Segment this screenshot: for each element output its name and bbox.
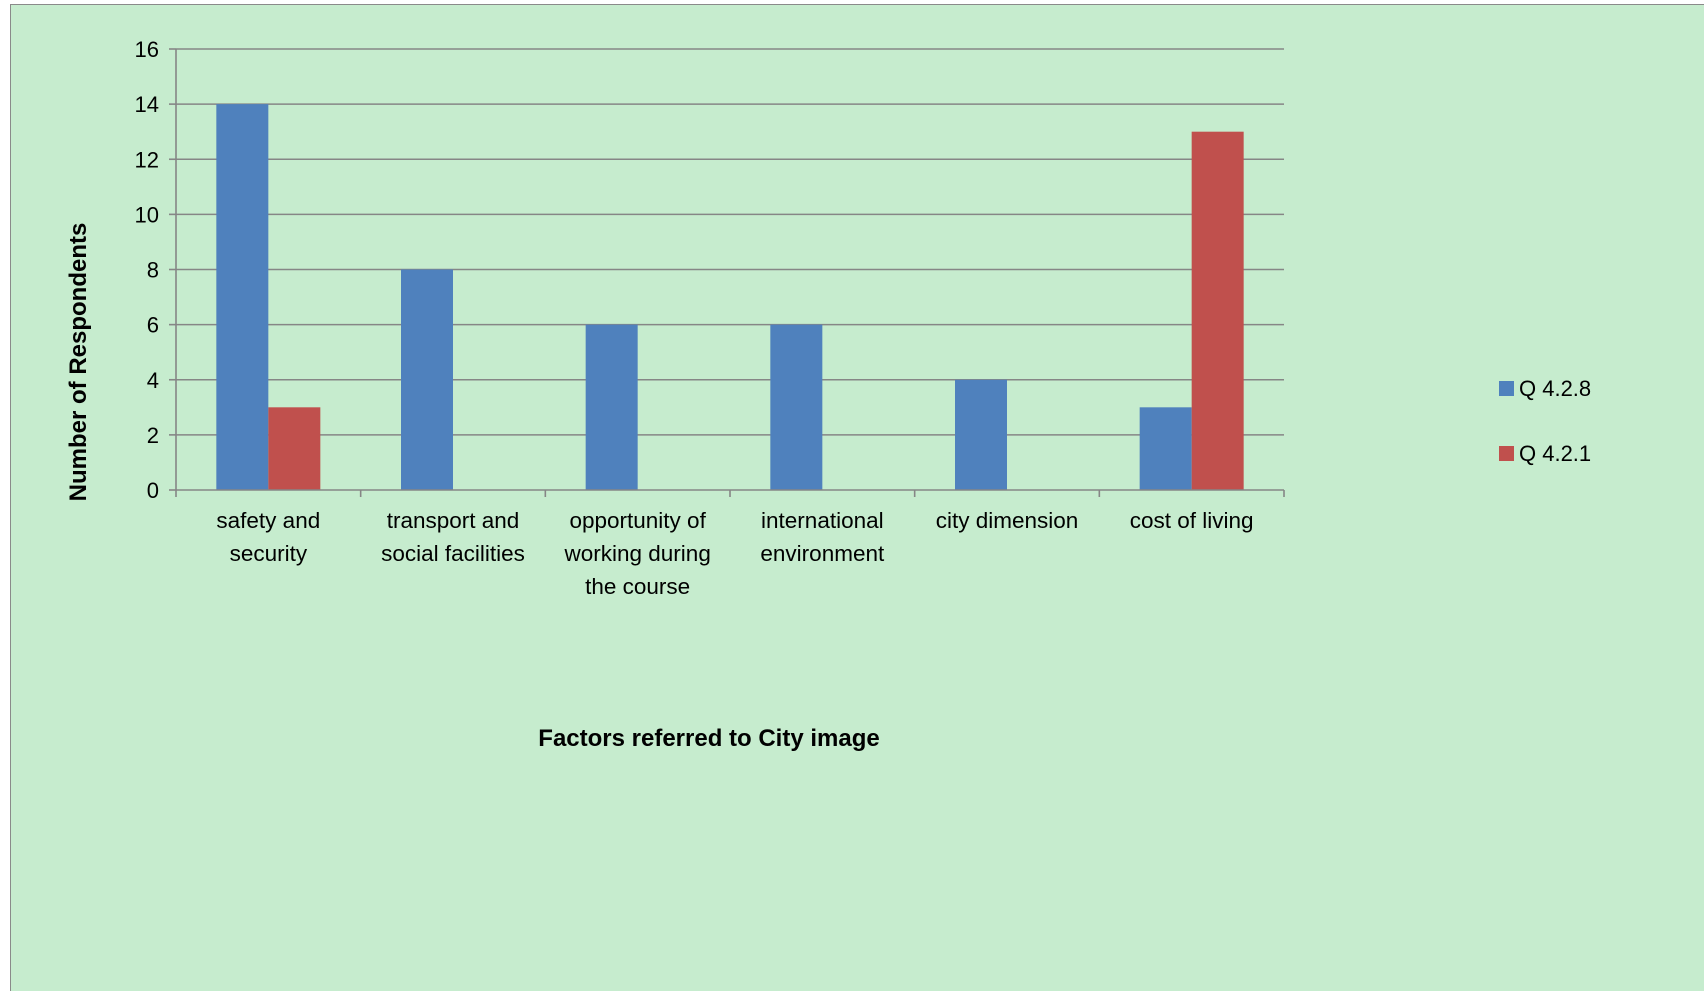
y-tick-label: 14 xyxy=(135,92,159,117)
axis-labels: 0 2 4 6 8 10 12 14 16 safety and security transport… xyxy=(135,37,1254,599)
bar xyxy=(955,379,1007,490)
x-tick-label-line: working during xyxy=(564,541,711,566)
y-tick-label: 2 xyxy=(147,423,159,448)
bar xyxy=(770,324,823,490)
axes xyxy=(169,48,1285,497)
y-tick-label: 6 xyxy=(147,313,159,338)
bar xyxy=(268,407,321,490)
x-tick-label-line: international xyxy=(761,508,884,533)
y-tick-label: 0 xyxy=(147,478,159,503)
bar xyxy=(401,269,453,490)
x-tick-label-line: transport and xyxy=(387,508,520,533)
legend-label: Q 4.2.1 xyxy=(1519,441,1591,466)
x-tick-label-line: environment xyxy=(760,541,885,566)
y-tick-label: 4 xyxy=(147,368,159,393)
bars xyxy=(216,104,1244,490)
y-tick-label: 12 xyxy=(135,147,159,172)
x-tick-label-line: city dimension xyxy=(936,508,1079,533)
y-axis-title: Number of Respondents xyxy=(65,223,92,502)
y-tick-label: 10 xyxy=(135,202,159,227)
x-tick-label: safety and security xyxy=(216,508,320,566)
gridlines xyxy=(176,48,1284,436)
x-tick-label: city dimension xyxy=(936,508,1079,533)
x-tick-label: cost of living xyxy=(1130,508,1254,533)
x-tick-label: opportunity of working during the course xyxy=(564,508,711,599)
x-axis-title: Factors referred to City image xyxy=(538,725,879,752)
x-tick-label-line: the course xyxy=(585,574,690,599)
bar xyxy=(216,104,269,490)
x-tick-label-line: social facilities xyxy=(381,541,525,566)
bar xyxy=(1191,131,1244,490)
y-tick-label: 8 xyxy=(147,258,159,283)
x-tick-label-line: cost of living xyxy=(1130,508,1254,533)
legend-label: Q 4.2.8 xyxy=(1519,376,1591,401)
y-tick-label: 16 xyxy=(135,37,159,62)
bar xyxy=(585,324,638,490)
bar xyxy=(1139,407,1192,490)
legend-swatch xyxy=(1499,446,1514,461)
legend: Q 4.2.8 Q 4.2.1 xyxy=(1499,376,1591,466)
legend-swatch xyxy=(1499,381,1514,396)
chart-frame: 0 2 4 6 8 10 12 14 16 safety and security transport… xyxy=(10,4,1704,991)
x-tick-label-line: security xyxy=(230,541,308,566)
x-tick-label: transport and social facilities xyxy=(381,508,525,566)
x-tick-label-line: safety and xyxy=(216,508,320,533)
x-tick-label: international environment xyxy=(760,508,885,566)
x-tick-label-line: opportunity of xyxy=(569,508,706,533)
bar-chart: 0 2 4 6 8 10 12 14 16 safety and security transport… xyxy=(65,37,1591,752)
